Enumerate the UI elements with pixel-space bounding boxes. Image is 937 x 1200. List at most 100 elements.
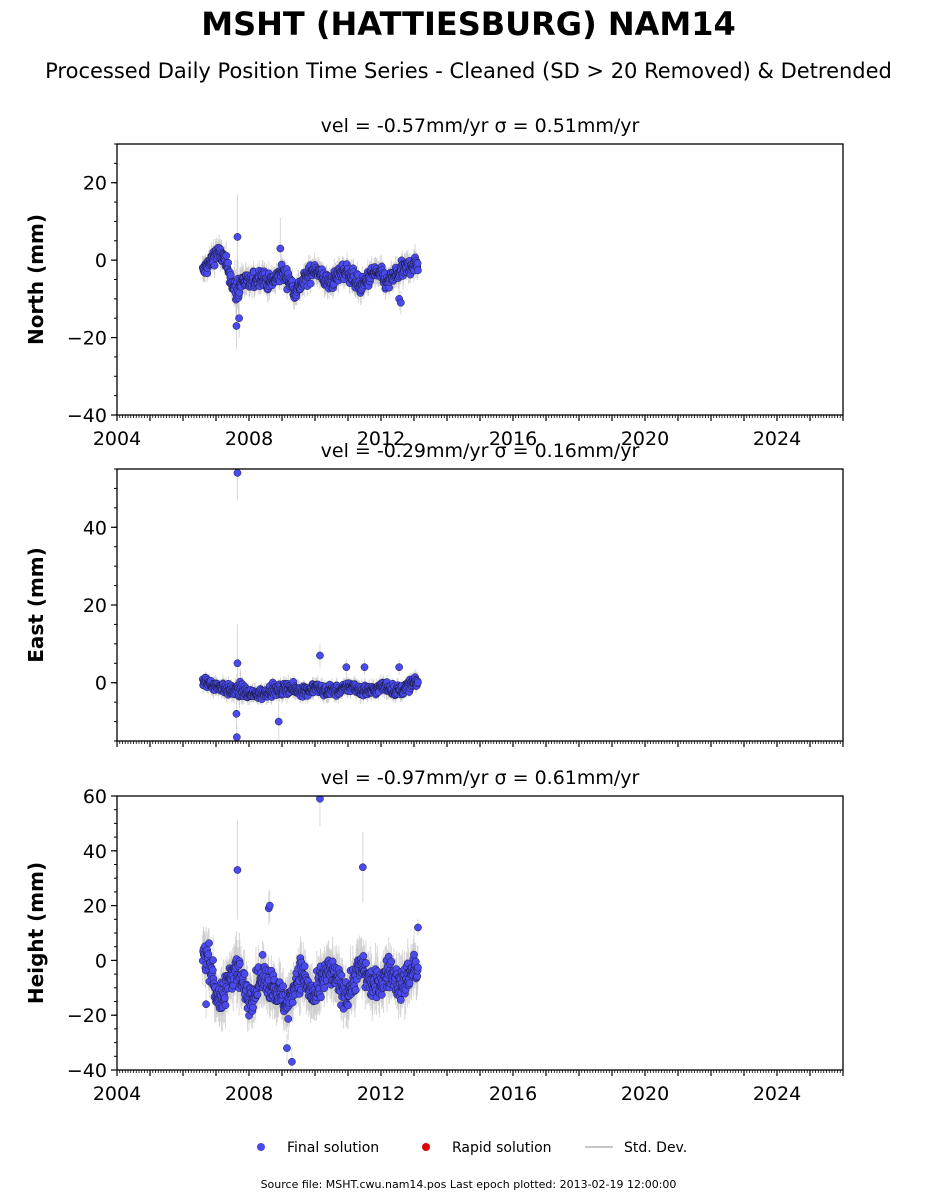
x-tick-label: 2020 — [621, 428, 669, 450]
data-point — [220, 994, 229, 1002]
data-point — [222, 251, 231, 260]
y-tick-label: 40 — [83, 841, 107, 863]
legend-item-stddev: Std. Dev. — [585, 1140, 687, 1156]
data-point — [232, 322, 241, 330]
data-point — [279, 982, 287, 991]
data-layer — [198, 796, 422, 1070]
plot-frame — [116, 795, 844, 1071]
data-point — [288, 1057, 296, 1066]
data-point — [414, 266, 422, 275]
x-tick-label: 2008 — [225, 1083, 273, 1105]
data-point — [377, 991, 386, 999]
data-point — [413, 259, 422, 268]
data-point — [235, 960, 244, 968]
x-tick-label: 2012 — [357, 1083, 405, 1105]
legend-label-final: Final solution — [287, 1140, 379, 1156]
panel-title: vel = -0.97mm/yr σ = 0.61mm/yr — [321, 767, 640, 789]
data-point — [396, 298, 405, 307]
y-axis-label: North (mm) — [24, 214, 48, 345]
y-axis-label: East (mm) — [24, 547, 48, 663]
data-point — [249, 1003, 257, 1012]
y-tick-label: −20 — [67, 328, 107, 350]
legend: Final solution Rapid solution Std. Dev. — [257, 1140, 687, 1156]
data-point — [204, 950, 213, 959]
x-tick-label: 2004 — [93, 1083, 141, 1105]
y-tick-label: 20 — [83, 896, 107, 918]
data-point — [405, 979, 414, 988]
data-point — [362, 959, 370, 967]
panel-east: vel = -0.29mm/yr σ = 0.16mm/yr East (mm) 0… — [24, 440, 844, 747]
data-layer — [198, 194, 422, 350]
data-point — [320, 984, 329, 993]
data-point — [224, 258, 232, 267]
panel-north: vel = -0.57mm/yr σ = 0.51mm/yr North (mm)… — [24, 115, 844, 450]
y-tick-label: 40 — [83, 517, 107, 539]
data-point — [240, 970, 249, 978]
data-point — [410, 950, 418, 959]
y-tick-label: −40 — [67, 1060, 107, 1082]
panel-title: vel = -0.57mm/yr σ = 0.51mm/yr — [321, 115, 640, 137]
y-axis-label: Height (mm) — [24, 862, 48, 1004]
data-point — [359, 863, 367, 872]
data-point — [232, 733, 241, 741]
data-point — [337, 971, 346, 980]
data-point — [300, 962, 309, 971]
data-point — [202, 1000, 210, 1009]
data-point — [316, 796, 324, 803]
data-point — [344, 1001, 352, 1010]
figure-subtitle: Processed Daily Position Time Series - C… — [45, 59, 892, 83]
data-point — [414, 678, 422, 687]
data-point — [253, 990, 262, 999]
source-footer: Source file: MSHT.cwu.nam14.pos Last epo… — [261, 1178, 677, 1191]
data-point — [232, 709, 241, 718]
data-layer — [198, 469, 422, 741]
y-tick-label: −40 — [67, 405, 107, 427]
legend-item-rapid: Rapid solution — [422, 1140, 552, 1156]
data-point — [288, 998, 297, 1007]
x-tick-label: 2016 — [489, 1083, 537, 1105]
data-point — [284, 1015, 293, 1023]
y-tick-label: −20 — [67, 1005, 107, 1027]
data-point — [359, 952, 368, 960]
plot-frame — [116, 143, 844, 416]
y-tick-label: 0 — [95, 950, 107, 972]
x-tick-label: 2012 — [357, 428, 405, 450]
data-point — [395, 663, 403, 672]
legend-label-stddev: Std. Dev. — [624, 1140, 687, 1156]
data-point — [274, 717, 283, 726]
data-point — [233, 866, 242, 874]
data-point — [414, 963, 422, 972]
data-point — [221, 1001, 230, 1010]
data-point — [226, 271, 235, 279]
x-tick-label: 2024 — [753, 428, 801, 450]
x-tick-label: 2024 — [753, 1083, 801, 1105]
data-point — [233, 469, 242, 477]
x-tick-label: 2016 — [489, 428, 537, 450]
data-point — [210, 261, 219, 270]
data-point — [306, 279, 315, 288]
data-point — [317, 993, 325, 1002]
x-tick-label: 2020 — [621, 1083, 669, 1105]
data-point — [342, 663, 351, 672]
plot-frame — [116, 468, 844, 742]
y-tick-label: 0 — [95, 250, 107, 272]
x-tick-label: 2004 — [93, 428, 141, 450]
data-point — [283, 1044, 291, 1052]
figure-title: MSHT (HATTIESBURG) NAM14 — [201, 5, 736, 43]
panel-height: vel = -0.97mm/yr σ = 0.61mm/yr Height (mm… — [24, 767, 844, 1105]
y-tick-label: 0 — [95, 673, 107, 695]
data-point — [351, 986, 360, 994]
x-tick-label: 2008 — [225, 428, 273, 450]
panel-title: vel = -0.29mm/yr σ = 0.16mm/yr — [321, 440, 640, 462]
data-point — [233, 659, 242, 668]
data-point — [258, 951, 267, 959]
data-point — [276, 244, 285, 253]
panels: vel = -0.57mm/yr σ = 0.51mm/yr North (mm)… — [24, 115, 844, 1105]
data-point — [387, 957, 396, 966]
data-point — [209, 956, 217, 965]
data-point — [414, 923, 422, 932]
data-point — [233, 233, 242, 241]
data-point — [316, 651, 324, 660]
y-tick-label: 60 — [83, 786, 107, 808]
